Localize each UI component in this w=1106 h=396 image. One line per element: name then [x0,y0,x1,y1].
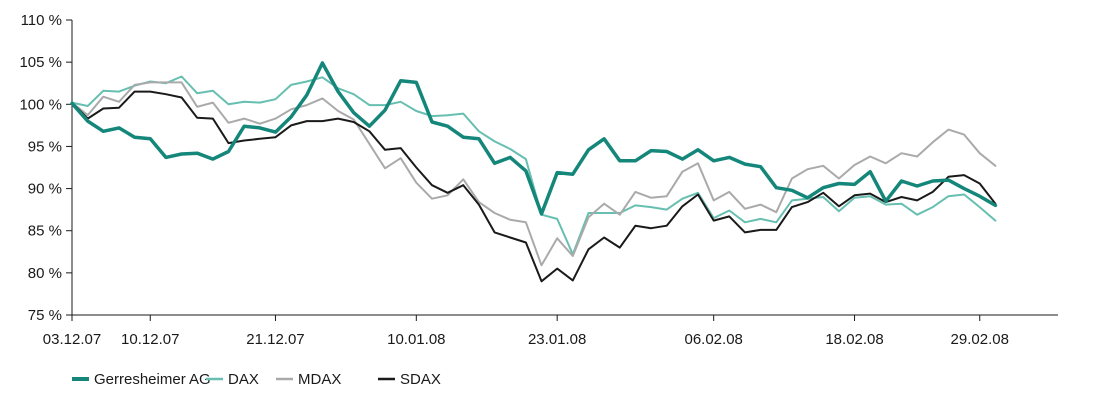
legend-label: Gerresheimer AG [94,371,211,388]
series-line-mdax [71,81,997,267]
x-tick-label: 23.01.08 [528,331,586,348]
x-tick-label: 10.01.08 [387,331,445,348]
x-tick-label: 06.02.08 [684,331,742,348]
y-tick-label: 100 % [19,96,62,113]
x-tick-label: 21.12.07 [246,331,304,348]
x-tick-label: 03.12.07 [43,331,101,348]
legend-label: DAX [228,371,259,388]
y-tick-label: 90 % [28,181,62,198]
legend-label: SDAX [400,371,441,388]
legend: Gerresheimer AG DAX MDAX SDAX [72,371,441,388]
series-line-gerresheimer-ag [70,61,998,216]
series-lines [70,61,998,283]
y-tick-label: 105 % [19,54,62,71]
series-line-sdax [71,90,997,283]
y-tick-label: 75 % [28,307,62,324]
y-tick-label: 95 % [28,138,62,155]
x-axis: 03.12.07 10.12.07 21.12.07 10.01.08 23.01.08… [43,314,1058,348]
y-tick-label: 85 % [28,223,62,240]
x-tick-label: 10.12.07 [121,331,179,348]
x-tick-label: 29.02.08 [951,331,1009,348]
y-axis: 75 % 80 % 85 % 90 % 95 % 100 % 105 % 110 % [19,12,73,324]
x-tick-label: 18.02.08 [825,331,883,348]
y-tick-label: 80 % [28,265,62,282]
y-tick-label: 110 % [21,12,62,29]
legend-label: MDAX [298,371,341,388]
series-line-dax [71,75,997,256]
